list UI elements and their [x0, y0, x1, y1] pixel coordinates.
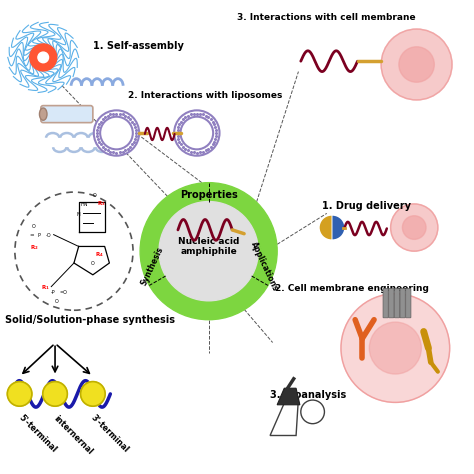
- Text: Solid/Solution-phase synthesis: Solid/Solution-phase synthesis: [5, 315, 175, 325]
- Text: 5'-terminal: 5'-terminal: [17, 413, 58, 454]
- FancyBboxPatch shape: [394, 289, 400, 318]
- Text: $\mathbf{R_2}$: $\mathbf{R_2}$: [30, 243, 39, 252]
- Circle shape: [159, 201, 258, 301]
- Text: 1. Drug delivery: 1. Drug delivery: [322, 201, 411, 211]
- Circle shape: [181, 117, 213, 149]
- Text: Applications: Applications: [249, 240, 280, 292]
- Text: Nucleic acid
amphiphile: Nucleic acid amphiphile: [178, 237, 239, 256]
- FancyBboxPatch shape: [389, 289, 394, 318]
- Circle shape: [81, 382, 105, 406]
- Circle shape: [402, 216, 426, 239]
- Text: $\mathbf{R_1}$: $\mathbf{R_1}$: [41, 283, 50, 292]
- Text: HN: HN: [80, 202, 88, 207]
- Circle shape: [30, 44, 57, 71]
- Circle shape: [7, 382, 32, 406]
- Wedge shape: [319, 216, 331, 239]
- Text: 2. Interactions with liposomes: 2. Interactions with liposomes: [128, 91, 283, 100]
- Text: O: O: [91, 261, 94, 266]
- Text: $\mathbf{R_3}$: $\mathbf{R_3}$: [97, 199, 105, 208]
- Text: O: O: [93, 193, 97, 198]
- Text: 3. Bioanalysis: 3. Bioanalysis: [270, 390, 346, 401]
- Circle shape: [174, 110, 219, 156]
- Circle shape: [381, 29, 452, 100]
- Text: $\mathbf{R_4}$: $\mathbf{R_4}$: [95, 250, 104, 259]
- Wedge shape: [332, 216, 344, 239]
- Text: =O: =O: [60, 290, 68, 295]
- Text: internernal: internernal: [52, 414, 94, 456]
- Polygon shape: [277, 388, 300, 405]
- Circle shape: [301, 400, 324, 424]
- Circle shape: [94, 110, 139, 156]
- Circle shape: [100, 117, 133, 149]
- Circle shape: [38, 52, 48, 63]
- Circle shape: [369, 322, 421, 374]
- Text: =: =: [29, 233, 34, 238]
- Bar: [331, 216, 332, 239]
- Text: N: N: [76, 212, 80, 217]
- Polygon shape: [270, 398, 299, 436]
- Text: 3'-terminal: 3'-terminal: [90, 413, 131, 454]
- FancyBboxPatch shape: [41, 106, 93, 123]
- Text: Properties: Properties: [180, 190, 237, 200]
- Circle shape: [43, 382, 67, 406]
- Circle shape: [399, 47, 434, 82]
- Text: -P: -P: [50, 290, 55, 295]
- Text: O: O: [31, 224, 35, 228]
- Text: 3. Interactions with cell membrane: 3. Interactions with cell membrane: [237, 13, 416, 22]
- FancyBboxPatch shape: [400, 289, 405, 318]
- Text: -O: -O: [46, 233, 51, 238]
- Ellipse shape: [39, 108, 47, 120]
- FancyBboxPatch shape: [383, 289, 388, 318]
- Text: P: P: [37, 233, 40, 238]
- Text: 1. Self-assembly: 1. Self-assembly: [93, 41, 184, 51]
- Text: 2. Cell membrane engineering: 2. Cell membrane engineering: [275, 284, 428, 293]
- Text: O: O: [55, 299, 59, 304]
- Circle shape: [391, 204, 438, 251]
- Text: Synthesis: Synthesis: [139, 246, 165, 287]
- Circle shape: [341, 294, 450, 402]
- FancyBboxPatch shape: [406, 289, 411, 318]
- Circle shape: [140, 182, 277, 319]
